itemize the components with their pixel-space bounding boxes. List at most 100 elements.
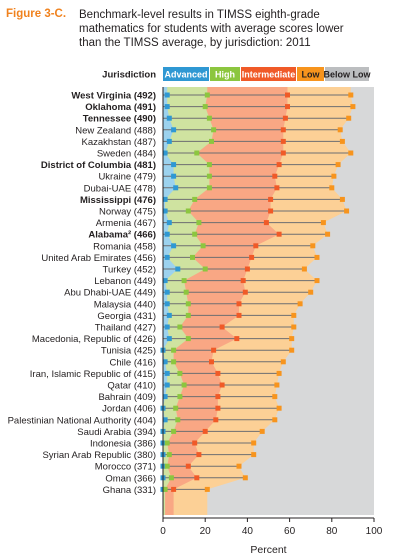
- marker-intermediate: [234, 336, 240, 342]
- marker-high: [173, 405, 179, 411]
- marker-intermediate: [211, 347, 217, 353]
- marker-low: [289, 347, 295, 353]
- marker-advanced: [164, 382, 170, 388]
- legend-intermediate-label: Intermediate: [242, 70, 296, 80]
- jurisdiction-label: Tunisia (425): [101, 346, 156, 357]
- jurisdiction-header: Jurisdiction: [102, 70, 156, 81]
- jurisdiction-label: Jordan (406): [102, 404, 156, 415]
- marker-low: [325, 231, 331, 237]
- jurisdiction-label: Indonesia (386): [90, 439, 156, 450]
- marker-high: [200, 243, 206, 249]
- marker-low: [280, 359, 286, 365]
- marker-intermediate: [276, 162, 282, 168]
- marker-advanced: [171, 162, 177, 168]
- jurisdiction-label: Abu Dhabi-UAE (449): [64, 288, 156, 299]
- jurisdiction-label: Qatar (410): [107, 381, 156, 392]
- marker-intermediate: [185, 463, 191, 469]
- marker-low: [339, 196, 345, 202]
- legend-intermediate-box: [241, 67, 296, 81]
- marker-intermediate: [268, 196, 274, 202]
- marker-intermediate: [196, 452, 202, 458]
- marker-intermediate: [236, 301, 242, 307]
- marker-low: [348, 92, 354, 98]
- marker-high: [164, 463, 170, 469]
- marker-low: [251, 440, 257, 446]
- jurisdiction-label: Ghana (331): [103, 485, 156, 496]
- figure-title: Benchmark-level results in TIMSS eighth-…: [79, 8, 399, 50]
- legend-low-box: [297, 67, 324, 81]
- marker-intermediate: [192, 440, 198, 446]
- marker-low: [276, 405, 282, 411]
- jurisdiction-label: Lebanon (449): [94, 276, 156, 287]
- legend-high-label: High: [215, 70, 235, 80]
- marker-intermediate: [171, 486, 177, 492]
- marker-advanced: [164, 231, 170, 237]
- marker-high: [162, 486, 168, 492]
- x-tick-label: 40: [242, 526, 254, 537]
- marker-low: [259, 428, 265, 434]
- marker-low: [251, 452, 257, 458]
- marker-high: [181, 278, 187, 284]
- marker-high: [202, 266, 208, 272]
- marker-low: [242, 475, 248, 481]
- marker-advanced: [162, 196, 168, 202]
- marker-low: [339, 138, 345, 144]
- marker-low: [291, 324, 297, 330]
- jurisdiction-label: Turkey (452): [103, 265, 157, 276]
- jurisdiction-label: Saudi Arabia (394): [77, 427, 156, 438]
- jurisdiction-label: Chile (416): [110, 357, 156, 368]
- marker-intermediate: [215, 405, 221, 411]
- marker-advanced: [175, 266, 181, 272]
- marker-intermediate: [253, 243, 259, 249]
- legend-low-label: Low: [302, 70, 321, 80]
- marker-intermediate: [280, 127, 286, 133]
- marker-intermediate: [213, 417, 219, 423]
- jurisdiction-label: Bahrain (409): [98, 392, 156, 403]
- marker-high: [196, 220, 202, 226]
- marker-low: [308, 289, 314, 295]
- marker-low: [337, 127, 343, 133]
- jurisdiction-label: Sweden (484): [97, 149, 156, 160]
- jurisdiction-label: United Arab Emirates (456): [41, 253, 156, 264]
- marker-high: [190, 254, 195, 260]
- marker-high: [175, 417, 181, 423]
- marker-advanced: [171, 173, 177, 179]
- marker-high: [206, 173, 212, 179]
- marker-high: [185, 312, 191, 318]
- marker-low: [301, 266, 307, 272]
- marker-low: [331, 173, 337, 179]
- jurisdiction-label: Romania (458): [93, 241, 156, 252]
- jurisdiction-label: Thailand (427): [95, 323, 156, 334]
- marker-high: [202, 104, 208, 110]
- marker-intermediate: [209, 359, 214, 365]
- marker-intermediate: [219, 382, 225, 388]
- marker-advanced: [171, 243, 177, 249]
- legend-advanced-box: [163, 67, 209, 81]
- marker-high: [185, 208, 191, 214]
- marker-intermediate: [285, 104, 290, 110]
- marker-high: [185, 336, 191, 342]
- jurisdiction-label: Morocco (371): [95, 462, 156, 473]
- marker-low: [276, 370, 282, 376]
- figure-title-line: than the TIMSS average, by jurisdiction:…: [79, 37, 311, 49]
- marker-advanced: [162, 150, 168, 156]
- marker-intermediate: [280, 150, 286, 156]
- marker-low: [348, 150, 354, 156]
- marker-low: [329, 185, 335, 191]
- marker-advanced: [164, 254, 170, 260]
- marker-low: [274, 382, 280, 388]
- marker-high: [181, 382, 187, 388]
- jurisdiction-label: Syrian Arab Republic (380): [42, 450, 156, 461]
- jurisdiction-label: Malaysia (440): [94, 299, 156, 310]
- marker-high: [171, 347, 177, 353]
- jurisdiction-label: Dubai-UAE (478): [84, 183, 156, 194]
- marker-low: [272, 417, 278, 423]
- marker-low: [344, 208, 350, 214]
- jurisdiction-label: Tennessee (490): [83, 114, 156, 125]
- marker-intermediate: [280, 138, 286, 144]
- marker-advanced: [171, 127, 177, 133]
- jurisdiction-label: Oklahoma (491): [85, 102, 156, 113]
- marker-intermediate: [215, 394, 221, 400]
- jurisdiction-label: Kazakhstan (487): [82, 137, 156, 148]
- jurisdiction-label: Norway (475): [99, 207, 156, 218]
